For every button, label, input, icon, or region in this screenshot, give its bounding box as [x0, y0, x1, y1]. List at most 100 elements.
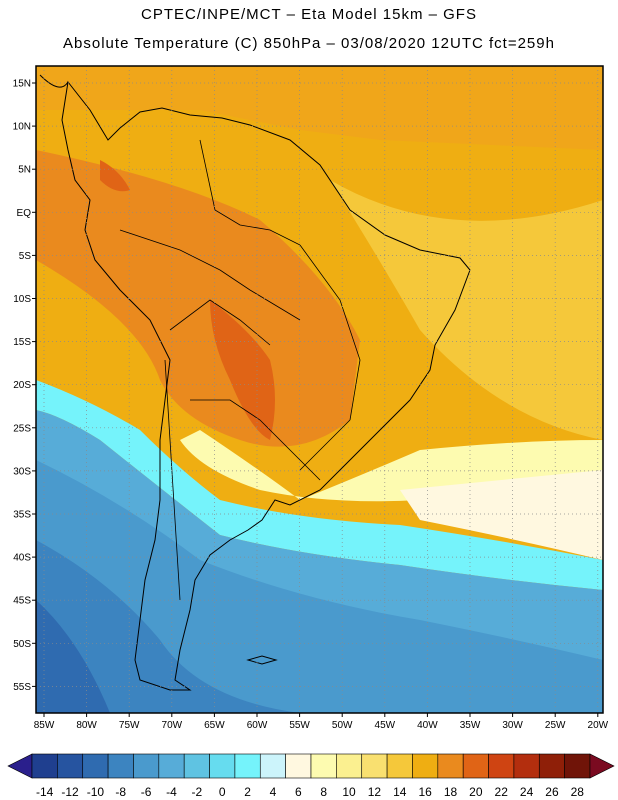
field-cream-band: [400, 470, 603, 560]
lat-label: 35S: [13, 510, 31, 521]
lon-label: 50W: [332, 720, 353, 731]
country-borders: [119, 139, 361, 601]
lon-label: 30W: [502, 720, 523, 731]
border-5: [164, 359, 181, 601]
longitude-axis: 85W 80W 75W 70W 65W 60W 55W 50W 45W 40W 35W 30W 25W 2…: [34, 713, 609, 731]
colorbar-swatch: [361, 753, 388, 779]
lon-label: 80W: [76, 720, 97, 731]
colorbar-label: 8: [320, 785, 327, 799]
colorbar-swatch: [31, 753, 58, 779]
colorbar-swatch: [133, 753, 160, 779]
colorbar-swatch: [564, 753, 591, 779]
field-east-atlantic: [330, 180, 603, 440]
colorbar-label: 16: [418, 785, 432, 799]
colorbar-label: 6: [295, 785, 302, 799]
border-3: [169, 299, 271, 346]
field-north-band: [36, 66, 603, 150]
colorbar: -14 -12 -10 -8 -6 -4 -2 0 2 4 6 8 10 12 14 16 18 20 22 24 26…: [7, 753, 615, 799]
lon-label: 35W: [460, 720, 481, 731]
colorbar-label: -6: [141, 785, 152, 799]
field-warm-interior: [36, 150, 360, 447]
colorbar-swatch: [285, 753, 312, 779]
border-6: [299, 244, 361, 421]
colorbar-under-arrow: [7, 753, 33, 779]
colorbar-swatch: [310, 753, 337, 779]
lat-label: 25S: [13, 423, 31, 434]
lat-label: 10N: [13, 122, 31, 133]
field-coldest-southwest: [36, 540, 300, 713]
lon-label: 60W: [247, 720, 268, 731]
lat-label: 40S: [13, 553, 31, 564]
colorbar-label: 10: [342, 785, 356, 799]
field-colder-south: [36, 460, 603, 713]
lat-label: 5S: [19, 251, 32, 262]
colorbar-swatch: [259, 753, 286, 779]
colorbar-label: -12: [61, 785, 79, 799]
lat-label: 5N: [18, 165, 31, 176]
colorbar-label: 0: [219, 785, 226, 799]
field-hot-north: [100, 160, 130, 192]
lat-label: 30S: [13, 466, 31, 477]
colorbar-swatch: [462, 753, 489, 779]
border-4: [190, 399, 321, 481]
field-cyan-band: [36, 380, 603, 590]
colorbar-label: -2: [192, 785, 203, 799]
lon-label: 45W: [375, 720, 396, 731]
colorbar-swatch: [513, 753, 540, 779]
lon-label: 70W: [162, 720, 183, 731]
chart-title: CPTEC/INPE/MCT – Eta Model 15km – GFS: [141, 6, 477, 23]
temperature-field: [36, 66, 603, 713]
lat-label: 15N: [13, 79, 31, 90]
colorbar-label: 14: [393, 785, 407, 799]
chart-subtitle: Absolute Temperature (C) 850hPa – 03/08/…: [63, 35, 555, 52]
colorbar-swatch: [538, 753, 565, 779]
lon-label: 40W: [417, 720, 438, 731]
lon-label: 75W: [119, 720, 140, 731]
colorbar-swatch: [107, 753, 134, 779]
latitude-axis: 15N 10N 5N EQ 5S 10S 15S 20S 25S 30S 35S 40S 45S 50S 5…: [13, 79, 36, 693]
colorbar-label: 18: [444, 785, 458, 799]
colorbar-label: 24: [520, 785, 534, 799]
lat-label: 10S: [13, 294, 31, 305]
colorbar-label: 26: [545, 785, 559, 799]
colorbar-swatch: [488, 753, 515, 779]
lon-label: 20W: [588, 720, 609, 731]
lat-label: 15S: [13, 337, 31, 348]
border-2: [119, 229, 301, 321]
border-1: [199, 139, 301, 246]
colorbar-swatch: [183, 753, 210, 779]
graticule: [36, 66, 603, 713]
colorbar-swatch: [57, 753, 84, 779]
border-7: [299, 419, 351, 471]
lat-label: 55S: [13, 682, 31, 693]
field-coldest-corner: [36, 600, 110, 713]
colorbar-label: -10: [87, 785, 105, 799]
colorbar-swatch: [336, 753, 363, 779]
lon-label: 65W: [204, 720, 225, 731]
colorbar-label: 22: [495, 785, 509, 799]
lat-label: 45S: [13, 596, 31, 607]
field-hot-core: [210, 300, 275, 440]
colorbar-label: -8: [115, 785, 126, 799]
colorbar-label: -4: [166, 785, 177, 799]
colorbar-label: 12: [368, 785, 382, 799]
colorbar-swatch: [209, 753, 236, 779]
colorbar-swatch: [437, 753, 464, 779]
lon-label: 55W: [289, 720, 310, 731]
lat-label: EQ: [17, 208, 32, 219]
colorbar-swatch: [386, 753, 413, 779]
lat-label: 50S: [13, 639, 31, 650]
central-america-outline: [39, 74, 69, 88]
colorbar-over-arrow: [589, 753, 615, 779]
map-frame: [35, 65, 604, 714]
colorbar-swatch: [234, 753, 261, 779]
colorbar-label: 28: [571, 785, 585, 799]
colorbar-label: 2: [244, 785, 251, 799]
colorbar-swatch: [82, 753, 109, 779]
colorbar-label: 20: [469, 785, 483, 799]
colorbar-label: -14: [36, 785, 54, 799]
colorbar-swatch: [158, 753, 185, 779]
colorbar-swatch: [412, 753, 439, 779]
colorbar-label: 4: [270, 785, 277, 799]
